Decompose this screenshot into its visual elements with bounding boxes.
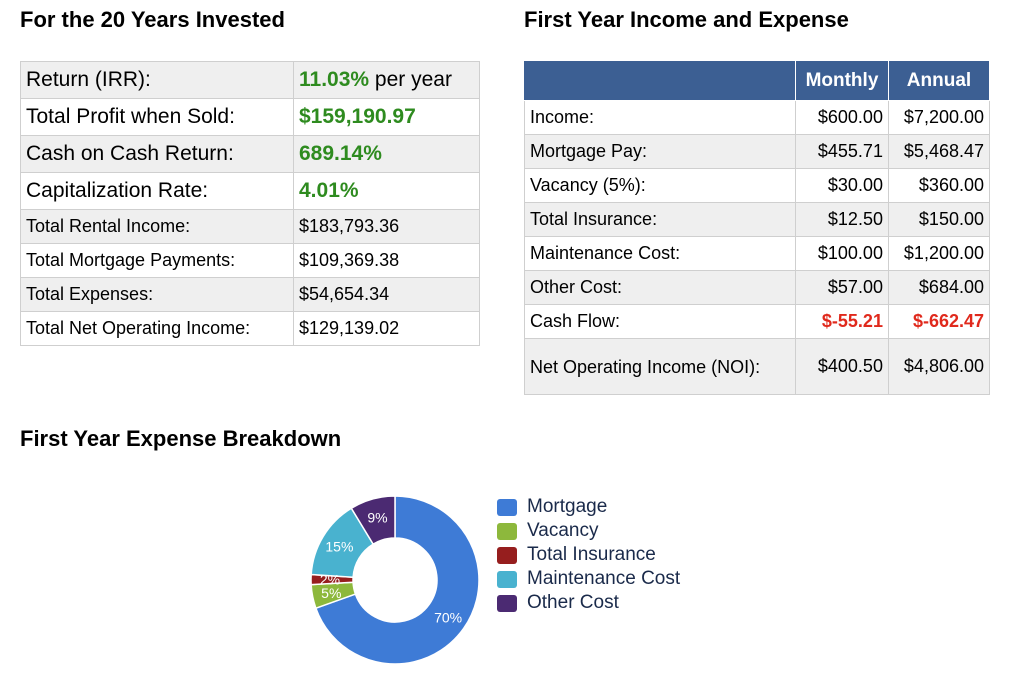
summary-label: Total Rental Income: xyxy=(20,209,294,244)
donut-label-insurance: 2% xyxy=(320,572,340,588)
income-annual: $-662.47 xyxy=(887,304,991,339)
summary-row-noi: Total Net Operating Income: $129,139.02 xyxy=(20,311,480,346)
income-label: Cash Flow: xyxy=(524,304,796,339)
summary-label: Capitalization Rate: xyxy=(20,172,294,210)
summary-value: 11.03% xyxy=(299,68,370,91)
income-row-noi: Net Operating Income (NOI): $400.50 $4,8… xyxy=(524,338,991,395)
income-header-row: Monthly Annual xyxy=(524,60,991,101)
legend-item-other[interactable]: Other Cost xyxy=(497,591,680,615)
summary-value: $54,654.34 xyxy=(293,277,480,312)
summary-row-irr: Return (IRR): 11.03% per year xyxy=(20,61,480,99)
donut-label-maintenance: 15% xyxy=(325,538,353,554)
expense-heading: First Year Expense Breakdown xyxy=(20,426,342,451)
summary-row-mortgage-payments: Total Mortgage Payments: $109,369.38 xyxy=(20,243,480,278)
income-label: Income: xyxy=(524,100,796,135)
income-row-income: Income: $600.00 $7,200.00 xyxy=(524,100,991,135)
summary-label: Total Profit when Sold: xyxy=(20,98,294,136)
income-monthly: $-55.21 xyxy=(795,304,889,339)
legend-swatch xyxy=(497,570,517,588)
income-monthly: $100.00 xyxy=(795,236,889,271)
income-label: Other Cost: xyxy=(524,270,796,305)
summary-label: Total Mortgage Payments: xyxy=(20,243,294,278)
summary-heading: For the 20 Years Invested xyxy=(20,7,285,32)
income-header-blank xyxy=(524,60,796,101)
income-annual: $150.00 xyxy=(887,202,991,237)
summary-label: Total Expenses: xyxy=(20,277,294,312)
legend-item-maintenance[interactable]: Maintenance Cost xyxy=(497,567,680,591)
donut-label-mortgage: 70% xyxy=(434,609,462,625)
income-monthly: $57.00 xyxy=(795,270,889,305)
donut-label-other: 9% xyxy=(367,509,387,525)
summary-value: 4.01% xyxy=(293,172,480,210)
income-label: Maintenance Cost: xyxy=(524,236,796,271)
income-row-other: Other Cost: $57.00 $684.00 xyxy=(524,270,991,305)
income-monthly: $30.00 xyxy=(795,168,889,203)
income-heading: First Year Income and Expense xyxy=(524,7,849,32)
summary-row-cap-rate: Capitalization Rate: 4.01% xyxy=(20,172,480,210)
income-label: Net Operating Income (NOI): xyxy=(524,338,796,395)
legend-label: Total Insurance xyxy=(527,544,656,565)
summary-value: $109,369.38 xyxy=(293,243,480,278)
income-row-insurance: Total Insurance: $12.50 $150.00 xyxy=(524,202,991,237)
income-row-mortgage: Mortgage Pay: $455.71 $5,468.47 xyxy=(524,134,991,169)
legend-item-mortgage[interactable]: Mortgage xyxy=(497,495,680,519)
income-monthly: $400.50 xyxy=(795,338,889,395)
expense-legend: Mortgage Vacancy Total Insurance Mainten… xyxy=(497,495,680,615)
donut-slice-other[interactable] xyxy=(350,495,396,546)
summary-row-profit: Total Profit when Sold: $159,190.97 xyxy=(20,98,480,136)
legend-item-insurance[interactable]: Total Insurance xyxy=(497,543,680,567)
income-table: Monthly Annual Income: $600.00 $7,200.00… xyxy=(524,60,991,395)
legend-label: Maintenance Cost xyxy=(527,568,681,589)
summary-value-suffix: per year xyxy=(369,68,452,91)
income-annual: $5,468.47 xyxy=(887,134,991,169)
legend-swatch xyxy=(497,594,517,612)
donut-slice-mortgage[interactable] xyxy=(314,495,480,665)
income-row-maintenance: Maintenance Cost: $100.00 $1,200.00 xyxy=(524,236,991,271)
summary-value: $183,793.36 xyxy=(293,209,480,244)
income-annual: $684.00 xyxy=(887,270,991,305)
income-monthly: $600.00 xyxy=(795,100,889,135)
summary-value: 689.14% xyxy=(293,135,480,173)
income-row-vacancy: Vacancy (5%): $30.00 $360.00 xyxy=(524,168,991,203)
legend-swatch xyxy=(497,498,517,516)
income-header-monthly: Monthly xyxy=(795,60,889,101)
income-annual: $4,806.00 xyxy=(887,338,991,395)
summary-table: Return (IRR): 11.03% per year Total Prof… xyxy=(20,61,480,346)
summary-label: Total Net Operating Income: xyxy=(20,311,294,346)
income-monthly: $12.50 xyxy=(795,202,889,237)
summary-row-coc: Cash on Cash Return: 689.14% xyxy=(20,135,480,173)
summary-value: $129,139.02 xyxy=(293,311,480,346)
summary-label: Return (IRR): xyxy=(20,61,294,99)
summary-value-cell: 11.03% per year xyxy=(293,61,480,99)
summary-row-expenses: Total Expenses: $54,654.34 xyxy=(20,277,480,312)
summary-label: Cash on Cash Return: xyxy=(20,135,294,173)
income-label: Mortgage Pay: xyxy=(524,134,796,169)
income-annual: $1,200.00 xyxy=(887,236,991,271)
summary-row-rental-income: Total Rental Income: $183,793.36 xyxy=(20,209,480,244)
legend-swatch xyxy=(497,522,517,540)
income-label: Vacancy (5%): xyxy=(524,168,796,203)
income-annual: $7,200.00 xyxy=(887,100,991,135)
legend-label: Vacancy xyxy=(527,520,599,541)
income-row-cash-flow: Cash Flow: $-55.21 $-662.47 xyxy=(524,304,991,339)
legend-label: Other Cost xyxy=(527,592,619,613)
legend-item-vacancy[interactable]: Vacancy xyxy=(497,519,680,543)
expense-donut-chart: 70% 5%2% 15% 9% xyxy=(310,495,480,665)
income-header-annual: Annual xyxy=(887,60,991,101)
income-label: Total Insurance: xyxy=(524,202,796,237)
summary-value: $159,190.97 xyxy=(293,98,480,136)
income-annual: $360.00 xyxy=(887,168,991,203)
income-monthly: $455.71 xyxy=(795,134,889,169)
donut-label-vacancy: 5% xyxy=(321,585,341,601)
legend-label: Mortgage xyxy=(527,496,608,517)
legend-swatch xyxy=(497,546,517,564)
